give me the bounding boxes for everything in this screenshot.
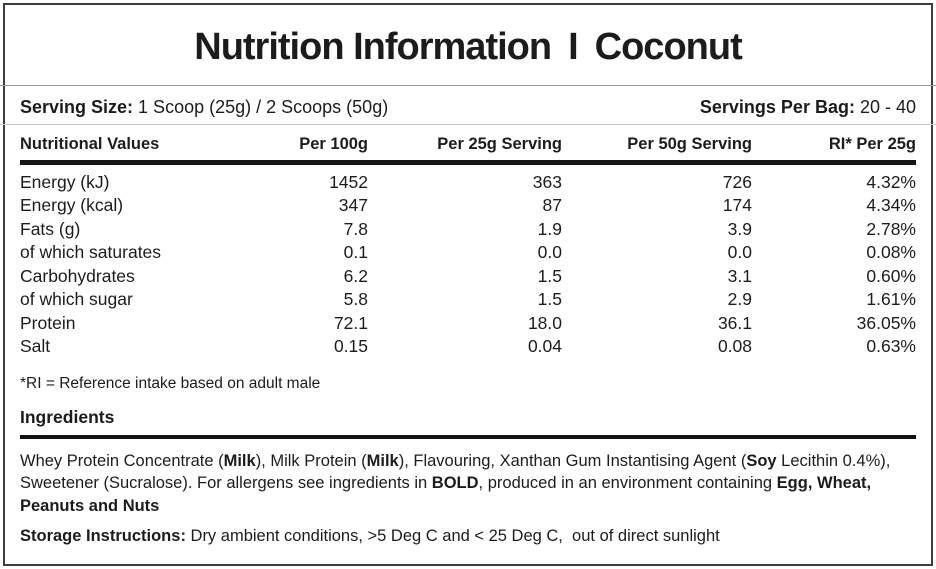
table-row: of which sugar 5.8 1.5 2.9 1.61% <box>0 288 936 312</box>
storage-instructions-text: Dry ambient conditions, >5 Deg C and < 2… <box>185 527 720 546</box>
row-per-50g: 36.1 <box>717 312 752 333</box>
row-per-100g: 0.15 <box>333 336 368 357</box>
row-per-25g: 87 <box>542 195 562 216</box>
header-nutritional-values: Nutritional Values <box>20 134 160 153</box>
row-ri: 0.63% <box>866 336 916 357</box>
ingredients-heading: Ingredients <box>20 406 115 427</box>
row-ri: 0.08% <box>866 242 916 263</box>
row-name: Energy (kJ) <box>20 171 110 192</box>
row-per-100g: 347 <box>338 195 368 216</box>
serving-divider <box>0 123 936 125</box>
row-name: Salt <box>20 336 51 357</box>
ri-footnote: *RI = Reference intake based on adult ma… <box>20 374 321 392</box>
table-header-row: Nutritional Values Per 100g Per 25g Serv… <box>0 133 936 156</box>
row-per-50g: 3.9 <box>727 218 752 239</box>
serving-info-row: Serving Size: 1 Scoop (25g) / 2 Scoops (… <box>0 96 936 118</box>
row-per-50g: 174 <box>722 195 752 216</box>
row-per-50g: 726 <box>722 171 752 192</box>
storage-instructions-label: Storage Instructions: <box>20 527 186 546</box>
row-name: Carbohydrates <box>20 265 135 286</box>
row-per-50g: 2.9 <box>727 289 752 310</box>
header-per-25g-serving: Per 25g Serving <box>437 134 562 153</box>
row-name: Energy (kcal) <box>20 195 124 216</box>
row-name: Fats (g) <box>20 218 81 239</box>
row-name: Protein <box>20 312 76 333</box>
row-ri: 1.61% <box>866 289 916 310</box>
row-per-25g: 18.0 <box>527 312 562 333</box>
row-per-100g: 0.1 <box>343 242 368 263</box>
row-name: of which sugar <box>20 289 133 310</box>
storage-instructions: Storage Instructions: Dry ambient condit… <box>0 526 936 547</box>
row-name: of which saturates <box>20 242 162 263</box>
header-ri-per-25g: RI* Per 25g <box>828 134 916 153</box>
header-divider <box>20 159 916 165</box>
servings-per-bag-value: 20 - 40 <box>854 96 916 117</box>
table-row: Energy (kJ) 1452 363 726 4.32% <box>0 171 936 195</box>
table-row: Carbohydrates 6.2 1.5 3.1 0.60% <box>0 265 936 289</box>
row-per-25g: 1.9 <box>537 218 562 239</box>
nutrition-table: Energy (kJ) 1452 363 726 4.32% Energy (k… <box>0 171 936 359</box>
table-row: Energy (kcal) 347 87 174 4.34% <box>0 194 936 218</box>
table-row: Protein 72.1 18.0 36.1 36.05% <box>0 312 936 336</box>
row-ri: 36.05% <box>856 312 916 333</box>
row-ri: 2.78% <box>866 218 916 239</box>
ingredients-text: Whey Protein Concentrate (Milk), Milk Pr… <box>20 451 891 515</box>
row-ri: 0.60% <box>866 265 916 286</box>
table-row: of which saturates 0.1 0.0 0.0 0.08% <box>0 241 936 265</box>
row-per-100g: 72.1 <box>333 312 368 333</box>
servings-per-bag: Servings Per Bag: 20 - 40 <box>700 96 916 118</box>
serving-size-value: 1 Scoop (25g) / 2 Scoops (50g) <box>133 96 389 117</box>
table-row: Salt 0.15 0.04 0.08 0.63% <box>0 335 936 359</box>
table-row: Fats (g) 7.8 1.9 3.9 2.78% <box>0 218 936 242</box>
row-per-50g: 0.0 <box>727 242 752 263</box>
title-flavour: Coconut <box>594 26 743 68</box>
row-per-25g: 1.5 <box>537 265 562 286</box>
header-per-50g-serving: Per 50g Serving <box>627 134 752 153</box>
row-per-50g: 0.08 <box>717 336 752 357</box>
row-per-25g: 1.5 <box>537 289 562 310</box>
servings-per-bag-label: Servings Per Bag: <box>699 96 855 117</box>
title-left: Nutrition Information <box>194 26 552 68</box>
serving-size: Serving Size: 1 Scoop (25g) / 2 Scoops (… <box>20 96 388 118</box>
row-ri: 4.32% <box>866 171 916 192</box>
row-per-25g: 363 <box>532 171 562 192</box>
row-per-100g: 5.8 <box>343 289 368 310</box>
page-title: Nutrition Information I Coconut <box>0 0 936 71</box>
title-divider <box>0 84 936 86</box>
header-per-100g: Per 100g <box>299 134 368 153</box>
title-separator: I <box>568 26 579 68</box>
ingredients-divider <box>20 434 916 439</box>
row-per-25g: 0.04 <box>527 336 562 357</box>
row-per-100g: 1452 <box>329 171 368 192</box>
row-ri: 4.34% <box>866 195 916 216</box>
row-per-25g: 0.0 <box>537 242 562 263</box>
row-per-100g: 6.2 <box>343 265 368 286</box>
serving-size-label: Serving Size: <box>20 96 134 117</box>
row-per-100g: 7.8 <box>343 218 368 239</box>
row-per-50g: 3.1 <box>727 265 752 286</box>
